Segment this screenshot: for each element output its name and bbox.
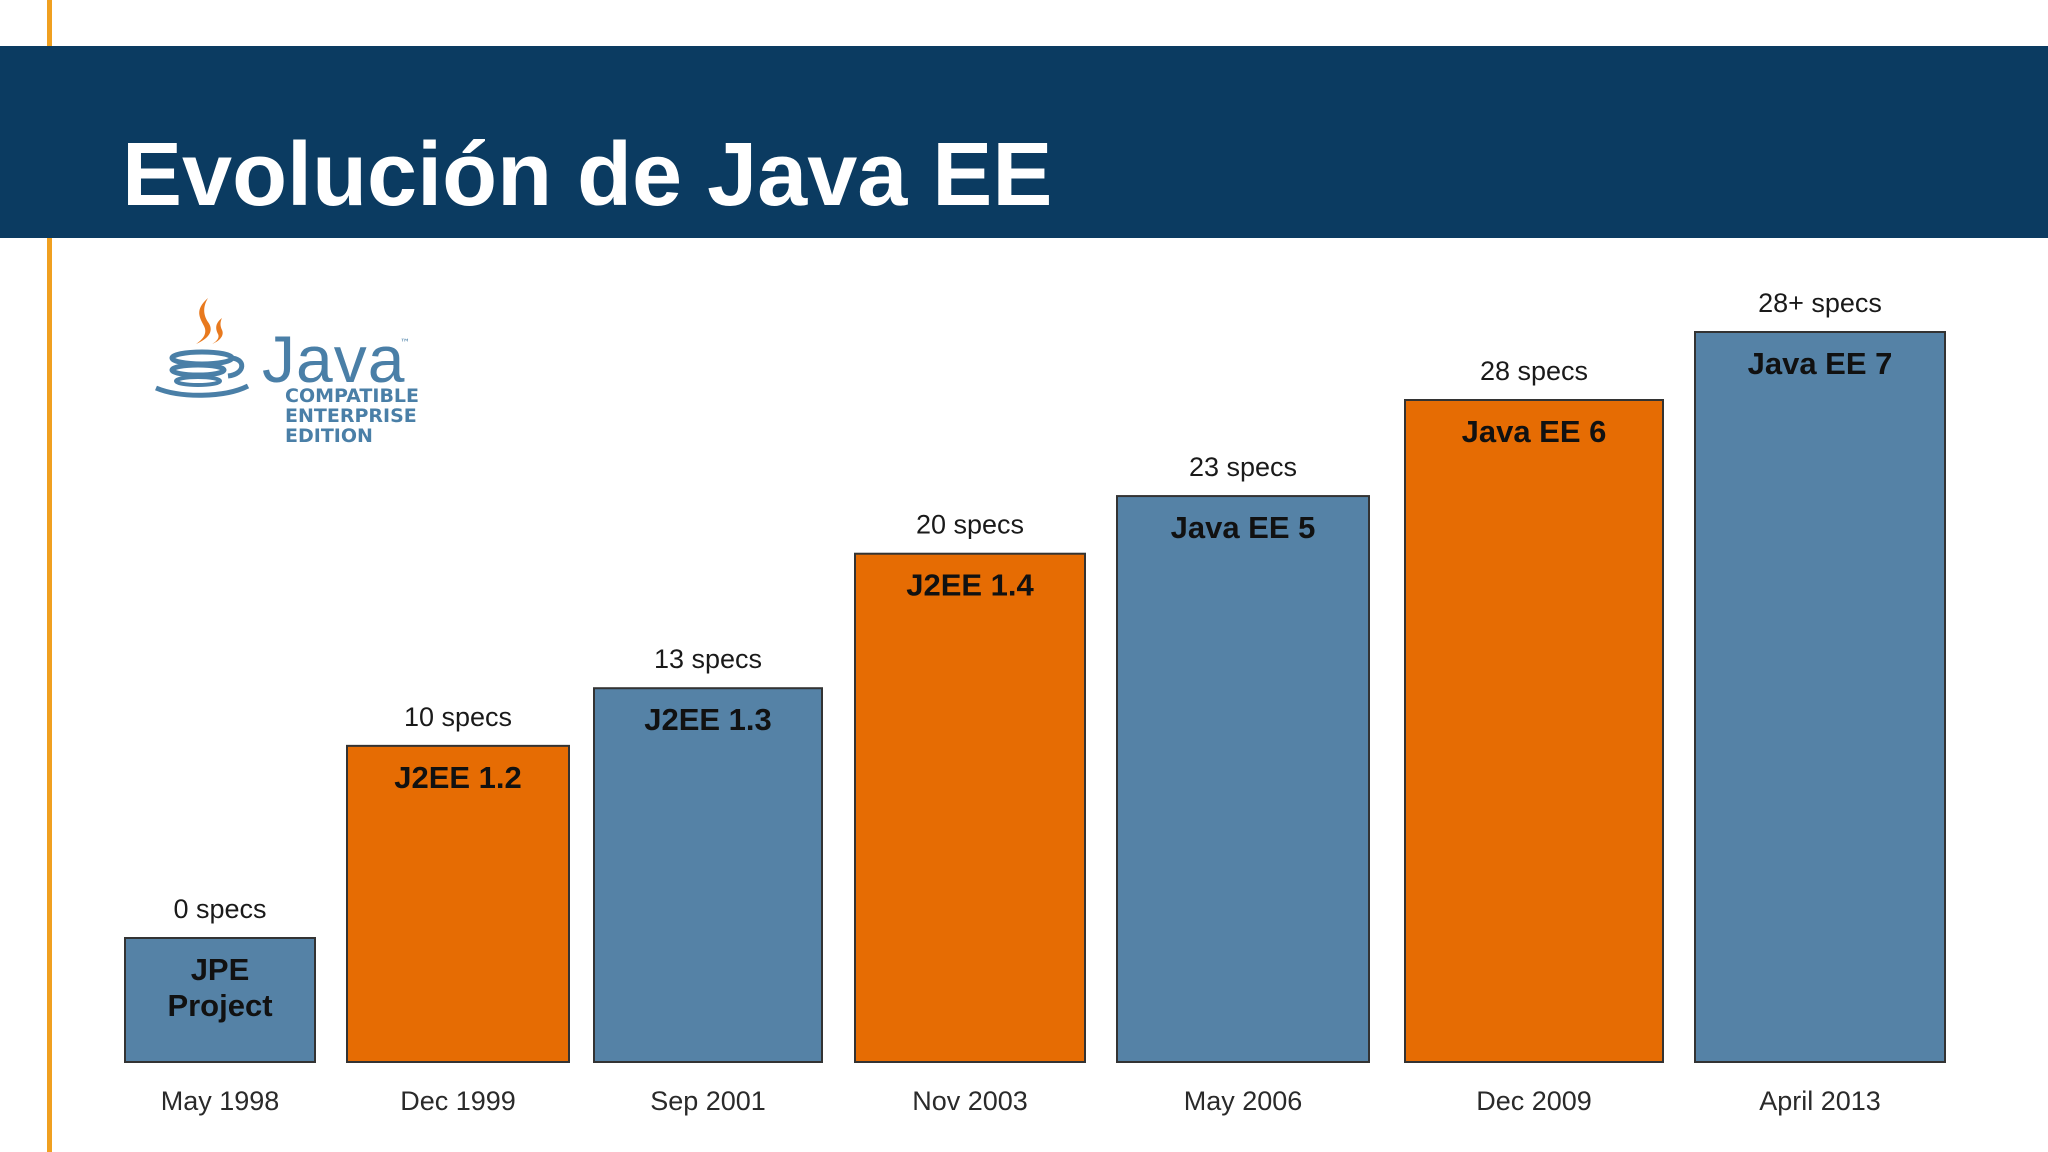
bar-value-label-2: 10 specs	[404, 702, 512, 732]
category-label-4: Nov 2003	[912, 1086, 1028, 1116]
title-band	[0, 46, 2048, 238]
bar-value-label-7: 28+ specs	[1758, 288, 1882, 318]
bar-title-3: J2EE 1.3	[644, 702, 772, 737]
category-label-3: Sep 2001	[650, 1086, 766, 1116]
logo-line-enterprise: ENTERPRISE	[285, 405, 417, 427]
slide-title: Evolución de Java EE	[122, 125, 1053, 225]
category-label-5: May 2006	[1184, 1086, 1303, 1116]
bar-title-4: J2EE 1.4	[906, 568, 1034, 603]
java-logo: Java ™ COMPATIBLE ENTERPRISE EDITION	[150, 296, 440, 456]
bar-5	[1116, 495, 1370, 1064]
bar-title-2: J2EE 1.2	[394, 760, 522, 795]
bar-title-7: Java EE 7	[1748, 346, 1893, 381]
bar-value-label-4: 20 specs	[916, 510, 1024, 540]
bar-value-label-5: 23 specs	[1189, 452, 1297, 482]
bar-7	[1694, 331, 1946, 1063]
bar-value-label-1: 0 specs	[173, 894, 266, 924]
bar-title-6: Java EE 6	[1462, 414, 1607, 449]
bar-6	[1404, 399, 1664, 1063]
category-label-6: Dec 2009	[1476, 1086, 1592, 1116]
bar-2	[346, 744, 570, 1063]
bar-value-label-3: 13 specs	[654, 644, 762, 674]
bar-title-1-line-1: JPE	[191, 952, 250, 987]
bar-value-label-6: 28 specs	[1480, 356, 1588, 386]
coffee-cup-icon	[155, 298, 250, 398]
category-label-2: Dec 1999	[400, 1086, 516, 1116]
bar-title-5: Java EE 5	[1171, 510, 1316, 545]
logo-line-edition: EDITION	[285, 425, 373, 447]
logo-wordmark: Java	[262, 322, 406, 396]
category-label-1: May 1998	[161, 1086, 280, 1116]
category-label-7: April 2013	[1759, 1086, 1881, 1116]
bar-1	[124, 937, 316, 1063]
bar-4	[854, 552, 1086, 1063]
logo-line-compatible: COMPATIBLE	[285, 385, 420, 407]
accent-rule	[47, 0, 52, 1152]
bar-title-1-line-2: Project	[167, 988, 272, 1023]
logo-trademark: ™	[400, 338, 410, 349]
bar-3	[593, 687, 823, 1063]
